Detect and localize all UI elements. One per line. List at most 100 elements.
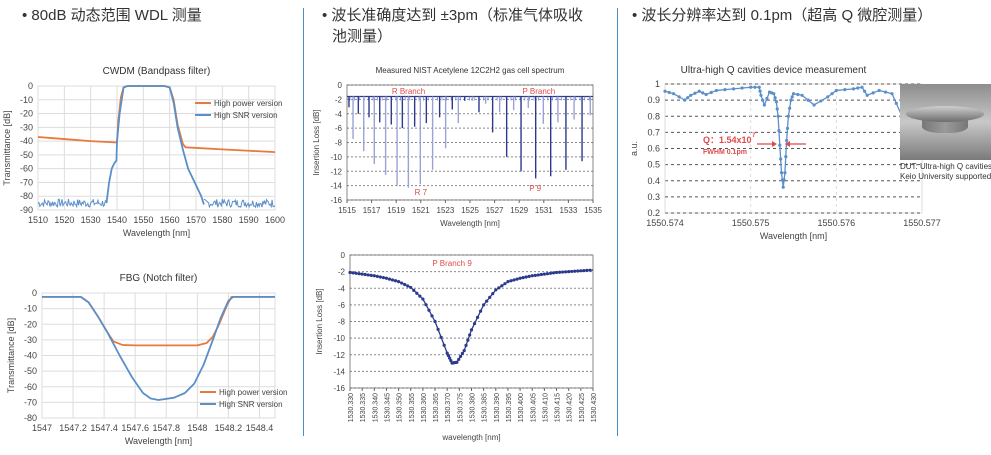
data-marker <box>683 98 687 102</box>
data-marker <box>357 272 361 276</box>
x-axis-label: Wavelength [nm] <box>440 219 500 228</box>
x-tick-label: 1560 <box>160 215 180 225</box>
data-marker <box>774 100 778 104</box>
y-tick-label: -20 <box>24 319 37 329</box>
data-marker <box>527 274 531 279</box>
data-marker <box>671 92 676 96</box>
x-tick-label: 1529 <box>510 206 528 215</box>
header-resolution: • 波长分辨率达到 0.1pm（超高 Q 微腔测量） <box>632 7 933 24</box>
data-marker <box>686 96 690 100</box>
data-marker <box>512 278 516 282</box>
chart-title: FBG (Notch filter) <box>120 273 198 284</box>
data-marker <box>348 270 352 275</box>
data-marker <box>843 88 847 92</box>
x-tick-label: 1531 <box>535 206 553 215</box>
data-marker <box>567 270 571 274</box>
annotation-fwhm: FWHM 0.1pm <box>703 149 747 156</box>
x-tick-label: 1550.577 <box>903 218 941 228</box>
y-tick-label: -70 <box>24 397 37 407</box>
y-tick-label: -8 <box>338 318 346 327</box>
data-marker <box>753 85 757 89</box>
data-marker <box>890 92 894 96</box>
data-marker <box>475 315 480 319</box>
y-tick-label: 0.6 <box>647 144 660 154</box>
y-tick-label: -2 <box>338 268 346 277</box>
y-tick-label: -40 <box>24 351 37 361</box>
data-marker <box>731 87 736 91</box>
data-marker <box>466 338 470 342</box>
data-marker <box>536 273 540 277</box>
y-tick-label: -12 <box>330 167 342 176</box>
x-tick-label: 1530.370 <box>445 393 452 422</box>
y-tick-label: -40 <box>20 136 33 146</box>
data-marker <box>588 268 592 272</box>
data-marker <box>363 272 367 277</box>
data-marker <box>871 91 875 95</box>
x-tick-label: 1510 <box>28 215 48 225</box>
data-marker <box>779 171 784 175</box>
data-marker <box>554 270 559 275</box>
data-marker <box>851 87 856 91</box>
data-marker <box>436 327 440 331</box>
data-marker <box>812 103 816 107</box>
data-marker <box>445 351 449 355</box>
data-marker <box>545 272 550 276</box>
column-divider <box>617 8 618 436</box>
y-tick-label: -10 <box>330 153 342 162</box>
x-tick-label: 1547.6 <box>121 423 149 433</box>
data-marker <box>785 138 789 143</box>
annotation-r7: R 7 <box>415 188 428 197</box>
data-marker <box>564 270 568 274</box>
x-tick-label: 1530.425 <box>579 393 586 422</box>
data-marker <box>806 98 810 102</box>
y-tick-label: -30 <box>24 335 37 345</box>
x-tick-label: 1530.410 <box>542 393 549 422</box>
y-tick-label: -6 <box>338 301 346 310</box>
data-marker <box>894 101 898 105</box>
data-marker <box>772 92 776 96</box>
x-tick-label: 1547.4 <box>90 423 118 433</box>
data-marker <box>834 88 838 93</box>
x-tick-label: 1530.345 <box>384 393 391 422</box>
data-marker <box>667 90 671 95</box>
y-tick-label: -50 <box>24 366 37 376</box>
data-marker <box>354 271 358 275</box>
data-marker <box>704 92 708 97</box>
data-marker <box>482 303 486 307</box>
series-line <box>42 296 275 347</box>
x-tick-label: 1517 <box>363 206 381 215</box>
y-axis-label: Insertion Loss [dB] <box>315 288 324 354</box>
x-tick-label: 1520 <box>54 215 74 225</box>
data-marker <box>570 269 574 274</box>
data-marker <box>714 88 719 93</box>
y-tick-label: 0.8 <box>647 111 660 121</box>
data-marker <box>468 333 472 337</box>
chart-title: Measured NIST Acetylene 12C2H2 gas cell … <box>376 66 565 75</box>
data-marker <box>860 85 864 89</box>
x-tick-label: 1530.420 <box>567 393 574 422</box>
data-marker <box>533 273 537 277</box>
data-marker <box>393 279 398 283</box>
data-marker <box>761 98 765 102</box>
y-tick-label: 0.3 <box>647 192 660 202</box>
data-marker <box>539 272 543 277</box>
data-marker <box>397 280 401 284</box>
y-tick-label: -30 <box>20 122 33 132</box>
data-marker <box>783 171 787 175</box>
y-tick-label: -80 <box>20 191 33 201</box>
x-tick-label: 1525 <box>461 206 479 215</box>
data-marker <box>500 284 504 288</box>
y-tick-label: -10 <box>20 95 33 105</box>
y-tick-label: 0.4 <box>647 176 660 186</box>
data-marker <box>488 295 492 299</box>
data-marker <box>472 321 477 326</box>
x-tick-label: 1530.380 <box>470 393 477 422</box>
data-marker <box>784 154 788 159</box>
data-marker <box>757 85 761 89</box>
y-tick-label: -2 <box>335 95 343 104</box>
data-marker <box>439 335 443 339</box>
y-tick-label: -90 <box>20 205 33 215</box>
arrow-head-icon <box>785 141 790 147</box>
y-tick-label: -70 <box>20 177 33 187</box>
